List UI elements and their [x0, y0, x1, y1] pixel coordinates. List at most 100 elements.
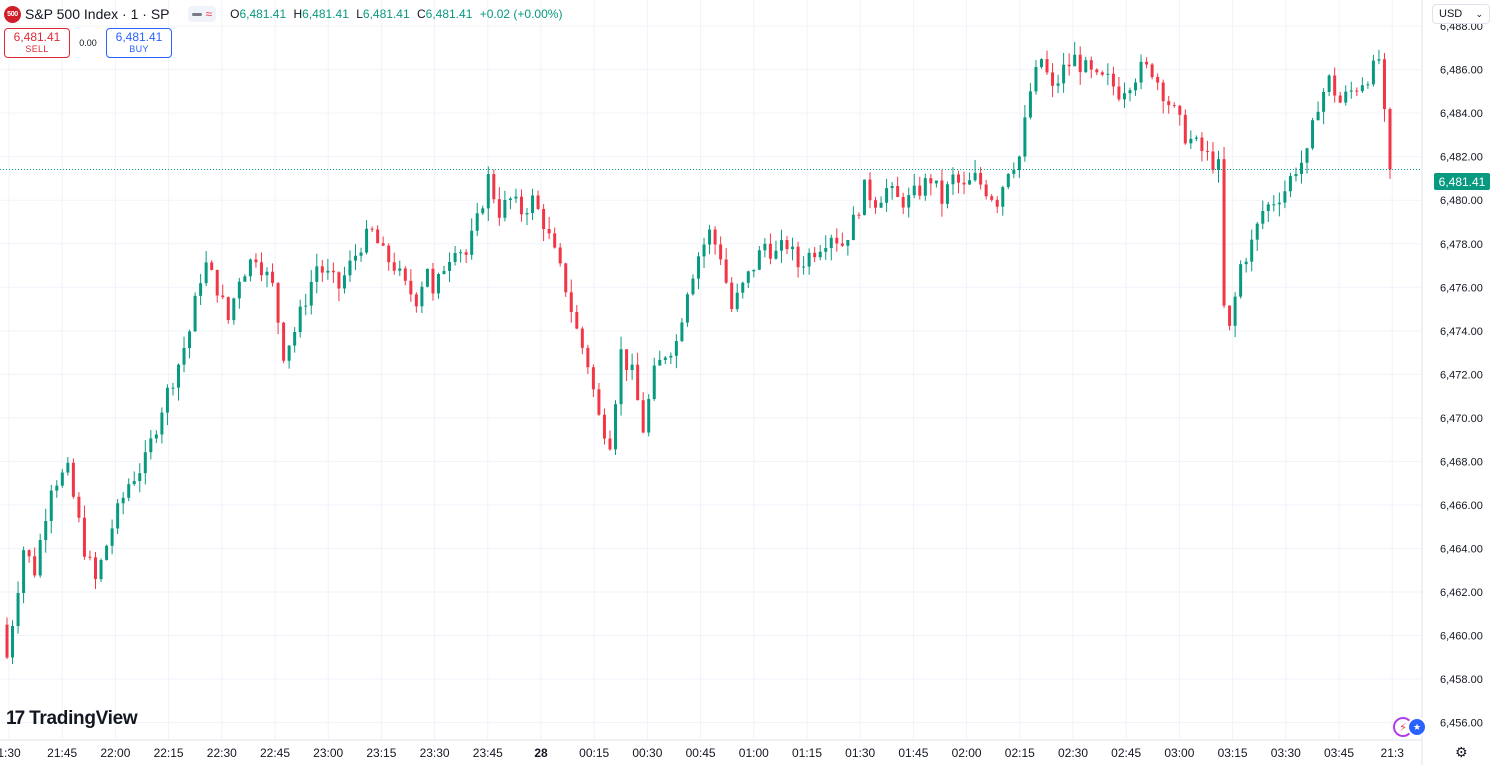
candle-body — [210, 262, 214, 270]
candle-body — [1145, 61, 1149, 65]
y-tick-label: 6,488.00 — [1440, 21, 1483, 33]
candle-body — [1078, 54, 1082, 73]
candle-body — [453, 252, 457, 262]
candle-body — [1111, 73, 1115, 87]
x-tick-label: 23:15 — [366, 746, 396, 760]
candle-body — [647, 399, 651, 433]
dash-icon — [191, 12, 202, 16]
candle-body — [486, 174, 490, 209]
candle-body — [508, 198, 512, 200]
candle-body — [27, 550, 31, 557]
x-tick-label: 02:00 — [952, 746, 982, 760]
candle-body — [1028, 91, 1032, 118]
candle-body — [1017, 156, 1021, 171]
candle-body — [1261, 211, 1265, 224]
x-tick-label: 02:30 — [1058, 746, 1088, 760]
event-badges[interactable]: ⚡ ★ — [1393, 717, 1427, 737]
candle-body — [398, 268, 402, 271]
candle-body — [1117, 86, 1121, 100]
candle-body — [1294, 174, 1298, 177]
candle-body — [575, 312, 579, 329]
symbol-title[interactable]: S&P 500 Index · 1 · SP — [25, 6, 170, 22]
sell-button[interactable]: 6,481.41 SELL — [4, 28, 70, 58]
candle-body — [918, 185, 922, 196]
candle-body — [66, 462, 70, 473]
candle-body — [199, 283, 203, 296]
candle-body — [608, 438, 612, 450]
candle-body — [1272, 204, 1276, 206]
candle-body — [16, 593, 20, 627]
candle-body — [680, 322, 684, 342]
y-tick-label: 6,482.00 — [1440, 152, 1483, 164]
last-price-label: 6,481.41 — [1434, 173, 1490, 190]
candle-body — [741, 282, 745, 293]
candle-body — [824, 248, 828, 252]
x-tick-label: 00:45 — [686, 746, 716, 760]
candle-body — [1217, 159, 1221, 171]
y-tick-label: 6,468.00 — [1440, 456, 1483, 468]
candle-body — [868, 179, 872, 201]
candle-body — [1095, 69, 1099, 73]
market-status-pill[interactable]: ≈ — [187, 6, 217, 22]
candle-body — [298, 306, 302, 333]
candle-body — [1023, 117, 1027, 157]
x-tick-label: 01:00 — [739, 746, 769, 760]
candle-body — [1299, 162, 1303, 175]
candle-body — [730, 282, 734, 310]
candle-body — [71, 462, 75, 497]
candle-body — [896, 185, 900, 197]
candle-body — [265, 271, 269, 276]
candle-body — [1062, 64, 1066, 84]
x-tick-label: 01:45 — [898, 746, 928, 760]
candle-body — [813, 252, 817, 258]
candle-body — [785, 240, 789, 250]
tradingview-logo[interactable]: 17 TradingView — [6, 708, 138, 730]
gear-icon[interactable]: ⚙ — [1455, 744, 1468, 760]
candle-body — [1150, 64, 1154, 78]
candle-body — [1277, 202, 1281, 205]
trade-panel: 6,481.41 SELL 0.00 6,481.41 BUY — [4, 28, 172, 58]
candle-body — [1156, 77, 1160, 83]
candle-body — [1250, 239, 1254, 262]
candle-body — [569, 292, 573, 313]
candle-body — [757, 250, 761, 270]
candle-body — [331, 270, 335, 273]
candle-body — [105, 545, 109, 560]
candle-body — [1051, 72, 1055, 86]
candle-body — [348, 260, 352, 276]
y-tick-label: 6,484.00 — [1440, 108, 1483, 120]
x-tick-label: 00:15 — [579, 746, 609, 760]
candle-body — [1178, 105, 1182, 115]
candle-body — [1233, 296, 1237, 326]
candle-body — [724, 259, 728, 283]
candle-body — [1100, 72, 1104, 75]
candle-body — [934, 180, 938, 184]
candle-body — [542, 208, 546, 230]
tradingview-name: TradingView — [29, 708, 138, 729]
candle-body — [226, 297, 230, 321]
candle-body — [376, 229, 380, 244]
currency-select[interactable]: USD ⌄ — [1432, 4, 1490, 24]
candle-body — [132, 481, 136, 485]
candle-body — [1366, 84, 1370, 86]
open-value: 6,481.41 — [239, 7, 287, 21]
candle-body — [957, 174, 961, 183]
candle-body — [602, 414, 606, 439]
candle-body — [503, 199, 507, 218]
wave-icon: ≈ — [205, 7, 213, 21]
candle-body — [1067, 64, 1071, 67]
candle-body — [802, 266, 806, 268]
candle-body — [597, 389, 601, 415]
x-tick-label: 02:45 — [1111, 746, 1141, 760]
x-tick-label: 21:45 — [47, 746, 77, 760]
candle-body — [1194, 137, 1198, 139]
candle-body — [774, 250, 778, 259]
candle-body — [55, 485, 59, 491]
candle-body — [531, 195, 535, 214]
candle-body — [271, 271, 275, 284]
candle-body — [1128, 90, 1132, 94]
buy-button[interactable]: 6,481.41 BUY — [106, 28, 172, 58]
candle-body — [851, 214, 855, 241]
us-flag-icon[interactable]: ★ — [1407, 717, 1427, 737]
